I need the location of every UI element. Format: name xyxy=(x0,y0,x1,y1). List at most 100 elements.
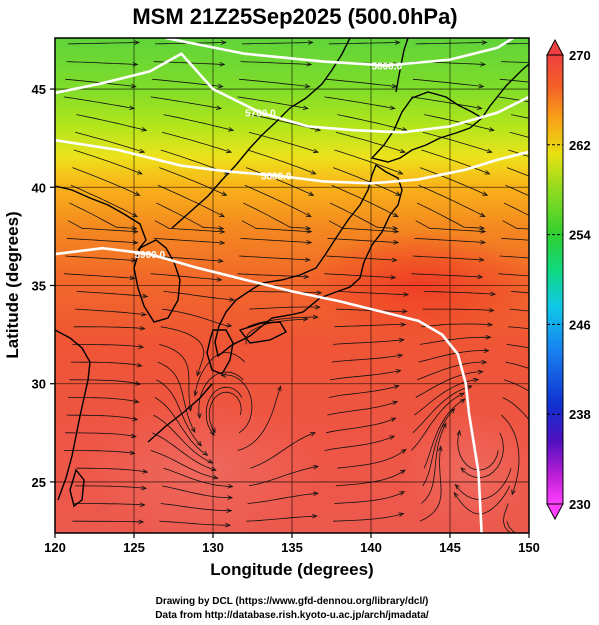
streamline-arrow xyxy=(480,239,487,245)
streamline-arrow xyxy=(477,274,484,280)
streamline xyxy=(156,379,202,447)
streamline xyxy=(328,220,399,233)
credit-drawing: Drawing by DCL (https://www.gfd-dennou.o… xyxy=(156,596,429,607)
streamline-arrow xyxy=(577,295,582,299)
streamline xyxy=(505,184,529,197)
streamline-arrow xyxy=(490,291,497,297)
streamline-arrow xyxy=(136,170,143,175)
streamline xyxy=(421,323,493,328)
streamline-arrow xyxy=(196,370,201,377)
streamline-arrow xyxy=(480,229,487,234)
streamline xyxy=(325,417,396,434)
streamline-arrow xyxy=(305,225,312,231)
streamline xyxy=(163,114,234,131)
streamline-arrow xyxy=(229,297,236,302)
coastline-kuril xyxy=(481,63,529,119)
streamline xyxy=(63,273,135,279)
y-tick-label: 30 xyxy=(32,377,46,392)
streamline xyxy=(241,220,312,233)
streamline xyxy=(246,515,317,522)
streamline xyxy=(501,238,529,241)
streamline-arrow xyxy=(141,485,148,491)
streamline-arrow xyxy=(458,392,465,398)
streamline-arrow xyxy=(310,432,316,437)
streamline xyxy=(508,326,529,330)
streamline xyxy=(157,361,196,433)
streamline-arrow xyxy=(569,192,574,196)
streamline-arrow xyxy=(219,240,226,246)
streamline xyxy=(66,238,138,244)
coastline-hokkaido xyxy=(370,91,484,163)
streamline-arrow xyxy=(303,274,310,279)
streamline xyxy=(198,371,244,419)
streamline-arrow xyxy=(454,483,461,490)
streamline-arrow xyxy=(140,311,147,317)
streamline xyxy=(332,167,401,196)
streamline xyxy=(76,114,147,131)
contour-label: 5700.0 xyxy=(245,109,276,120)
streamline-arrow xyxy=(134,191,141,196)
streamline xyxy=(324,435,395,451)
streamline-arrow xyxy=(569,41,574,45)
streamline xyxy=(416,361,487,381)
streamline xyxy=(72,167,140,196)
streamline xyxy=(76,291,148,297)
streamline xyxy=(328,42,400,45)
streamline xyxy=(71,361,142,367)
streamline-arrow xyxy=(138,519,145,525)
y-tick-label: 35 xyxy=(32,279,46,294)
streamline-arrow xyxy=(481,359,488,365)
streamline-arrow xyxy=(449,407,456,414)
streamline-arrow xyxy=(483,348,490,353)
streamline-arrow xyxy=(131,433,137,439)
streamline-arrow xyxy=(480,61,487,67)
streamline-arrow xyxy=(395,369,402,374)
plot-area: 5700.0 5800.0 5880.0 5900.0 xyxy=(55,38,582,533)
streamline-arrow xyxy=(390,417,397,422)
streamline xyxy=(330,202,398,229)
streamline-arrow xyxy=(218,225,225,231)
streamline xyxy=(63,450,135,454)
streamline xyxy=(498,96,529,103)
streamline xyxy=(237,386,281,451)
streamline-arrow xyxy=(476,105,483,110)
streamline xyxy=(247,149,316,175)
streamline-arrow xyxy=(392,225,399,231)
streamline xyxy=(411,96,482,109)
streamline xyxy=(152,432,217,471)
streamline-arrow xyxy=(511,489,516,496)
streamline-arrow xyxy=(394,40,401,45)
streamline-arrow xyxy=(393,384,400,390)
streamline-arrow xyxy=(217,258,224,264)
streamline xyxy=(334,491,405,504)
colorbar-ticks: 230 238 246 254 262 270 xyxy=(547,48,591,512)
streamline xyxy=(63,96,135,109)
streamline-arrow xyxy=(389,105,396,110)
chart-title: MSM 21Z25Sep2025 (500.0hPa) xyxy=(132,4,457,29)
warm-core xyxy=(80,400,320,533)
coastline-asia-east xyxy=(55,185,147,251)
x-tick-label: 150 xyxy=(518,540,540,555)
streamline-arrow xyxy=(487,322,494,327)
streamline-arrow xyxy=(139,325,146,331)
streamline-arrow xyxy=(136,362,143,368)
streamline xyxy=(248,131,319,153)
colorbar-tick-label: 230 xyxy=(569,497,591,512)
streamline xyxy=(421,423,447,504)
colorbar-tick-label: 270 xyxy=(569,48,591,63)
streamline xyxy=(72,520,144,523)
streamline-arrow xyxy=(310,170,317,175)
streamline-arrow xyxy=(399,491,406,496)
streamline xyxy=(334,324,406,328)
streamline-arrow xyxy=(308,191,315,196)
streamline-arrow xyxy=(139,148,146,154)
streamline-arrow xyxy=(220,373,227,378)
x-axis-label: Longitude (degrees) xyxy=(210,560,373,579)
streamline xyxy=(330,370,401,381)
streamline-arrow xyxy=(225,522,232,528)
streamline xyxy=(72,344,144,348)
contour-line xyxy=(55,138,529,185)
streamline xyxy=(460,432,504,479)
streamline xyxy=(503,202,529,216)
streamline-arrow xyxy=(488,307,495,313)
